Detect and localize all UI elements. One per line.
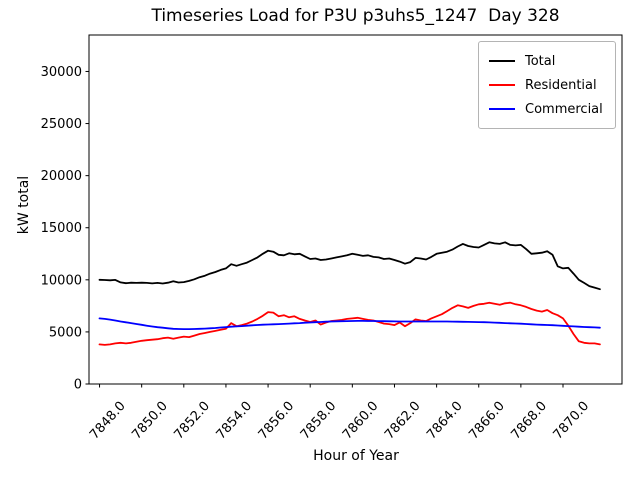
legend-item-total: Total <box>489 49 605 73</box>
y-tick-label: 5000 <box>49 325 82 340</box>
legend-item-residential: Residential <box>489 73 605 97</box>
x-tick-label: 7866.0 <box>466 399 508 443</box>
y-tick-label: 20000 <box>41 169 82 184</box>
series-line-total <box>98 241 601 291</box>
legend-label-residential: Residential <box>525 77 597 93</box>
x-tick-label: 7860.0 <box>340 399 382 443</box>
x-tick-label: 7870.0 <box>551 399 593 443</box>
y-tick-label: 10000 <box>41 273 82 288</box>
x-tick-label: 7862.0 <box>382 399 424 443</box>
plot-border <box>88 34 623 385</box>
legend: Total Residential Commercial <box>478 41 616 129</box>
x-tick-label: 7848.0 <box>87 399 129 443</box>
x-tick-label: 7858.0 <box>298 399 340 443</box>
x-tick-label: 7864.0 <box>424 399 466 443</box>
y-tick-label: 30000 <box>41 65 82 80</box>
residential-line-swatch <box>489 84 515 86</box>
series-line-residential <box>98 301 601 346</box>
y-tick-label: 0 <box>74 378 82 393</box>
x-tick-label: 7850.0 <box>129 399 171 443</box>
x-tick-label: 7868.0 <box>508 399 550 443</box>
y-tick-label: 15000 <box>41 221 82 236</box>
chart-title: Timeseries Load for P3U p3uhs5_1247 Day … <box>151 6 560 26</box>
commercial-line-swatch <box>489 108 515 110</box>
total-line-swatch <box>489 60 515 62</box>
x-tick-label: 7854.0 <box>214 399 256 443</box>
x-tick-label: 7852.0 <box>171 399 213 443</box>
series-line-commercial <box>98 317 601 331</box>
legend-label-total: Total <box>525 53 556 69</box>
legend-label-commercial: Commercial <box>525 101 603 117</box>
x-tick-label: 7856.0 <box>256 399 298 443</box>
legend-item-commercial: Commercial <box>489 97 605 121</box>
y-axis-label: kW total <box>16 175 32 235</box>
y-tick-label: 25000 <box>41 117 82 132</box>
x-axis-label: Hour of Year <box>313 448 399 464</box>
